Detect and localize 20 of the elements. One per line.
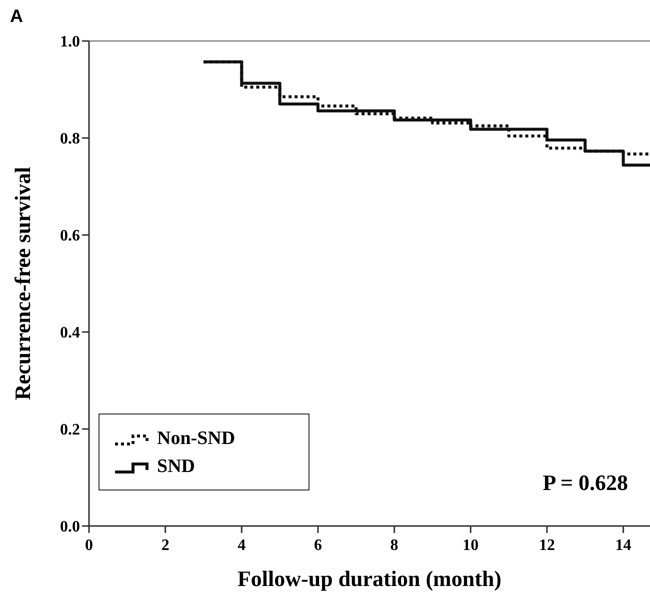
legend-label: SND <box>157 456 196 477</box>
x-tick-label: 6 <box>314 537 322 554</box>
x-tick-label: 14 <box>615 537 632 554</box>
y-tick-label: 0.0 <box>60 518 80 536</box>
legend-label: Non-SND <box>157 428 236 449</box>
y-tick-label: 0.4 <box>60 324 80 342</box>
y-tick-label: 0.8 <box>60 130 80 148</box>
y-tick-label: 0.2 <box>60 422 80 439</box>
y-tick-label: 1.0 <box>60 34 80 51</box>
y-tick-label: 0.6 <box>60 228 80 245</box>
y-axis-title: Recurrence-free survival <box>10 166 35 400</box>
x-tick-label: 0 <box>85 537 93 554</box>
x-tick-label: 12 <box>538 537 555 554</box>
x-tick-label: 8 <box>390 537 398 554</box>
x-axis-title: Follow-up duration (month) <box>237 566 502 591</box>
chart-title: A <box>10 6 23 26</box>
annotation: P = 0.628 <box>542 470 628 495</box>
x-tick-label: 10 <box>462 537 479 554</box>
x-tick-label: 4 <box>238 537 246 554</box>
x-tick-label: 2 <box>161 537 170 554</box>
